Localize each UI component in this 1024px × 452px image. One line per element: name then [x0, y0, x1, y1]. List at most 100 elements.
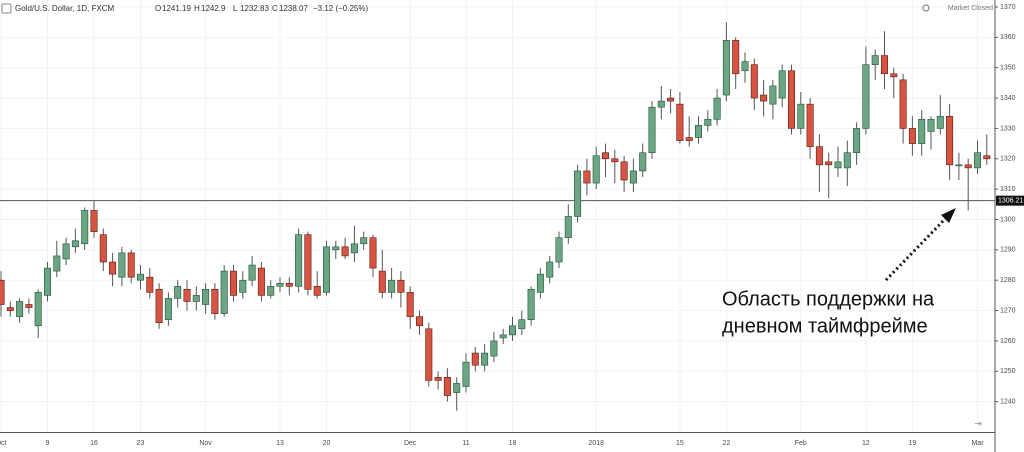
- candle-body: [174, 285, 182, 299]
- candle-body: [908, 128, 916, 144]
- x-tick-label: Nov: [199, 440, 212, 447]
- candle-body: [295, 234, 303, 287]
- candle-body: [155, 289, 163, 324]
- time-axis-bg: [0, 432, 1024, 452]
- candle-body: [629, 170, 637, 184]
- candle-body: [620, 161, 628, 181]
- y-tick-label: 1270: [1000, 307, 1016, 314]
- x-tick-label: 20: [323, 440, 331, 447]
- ohlc-label: H: [194, 4, 200, 13]
- candle-body: [453, 383, 461, 393]
- candle-body: [341, 246, 349, 257]
- x-tick-label: 13: [276, 440, 284, 447]
- x-tick-label: 2018: [588, 440, 604, 447]
- price-label-box: [996, 195, 1024, 206]
- y-tick-label: 1310: [1000, 186, 1016, 193]
- y-tick-label: 1340: [1000, 95, 1016, 102]
- price-axis-bg: [995, 0, 1024, 452]
- y-tick-label: 1320: [1000, 156, 1016, 163]
- arrow-head: [941, 208, 956, 223]
- annotation: Область поддержки на: [722, 288, 935, 310]
- candle-body: [378, 270, 386, 293]
- candles: [0, 22, 991, 411]
- candle-body: [490, 340, 498, 357]
- candle-body: [825, 161, 833, 166]
- candle-body: [239, 279, 247, 293]
- x-tick-label: Feb: [795, 440, 807, 447]
- candle-body: [276, 282, 284, 287]
- candle-body: [0, 279, 5, 305]
- candle-body: [592, 155, 600, 184]
- candle-body: [601, 152, 609, 160]
- price-label: 1306.21: [998, 197, 1023, 204]
- candle-body: [946, 115, 954, 166]
- market-status: Market Closed: [948, 5, 993, 12]
- candle-body: [220, 270, 228, 314]
- candle-body: [202, 289, 210, 305]
- candle-body: [899, 79, 907, 129]
- x-tick-label: 23: [137, 440, 145, 447]
- y-tick-label: 1300: [1000, 216, 1016, 223]
- candle-body: [350, 243, 358, 254]
- x-tick-label: 15: [676, 440, 684, 447]
- candle-body: [304, 234, 312, 290]
- candle-body: [927, 119, 935, 132]
- ohlc-value: 1238.07: [279, 4, 308, 13]
- candle-body: [574, 170, 582, 217]
- x-tick-label: 9: [46, 440, 50, 447]
- candle-body: [53, 255, 61, 272]
- y-tick-label: 1330: [1000, 125, 1016, 132]
- y-tick-label: 1350: [1000, 65, 1016, 72]
- ohlc-label: O: [155, 4, 161, 13]
- candle-body: [964, 164, 972, 169]
- candle-body: [685, 137, 693, 141]
- candle-body: [843, 152, 851, 169]
- candle-body: [778, 70, 786, 99]
- candle-body: [434, 377, 442, 381]
- candle-body: [973, 152, 981, 169]
- candle-body: [62, 243, 70, 260]
- candle-body: [322, 246, 330, 293]
- candle-body: [853, 128, 861, 154]
- candle-body: [834, 161, 842, 169]
- candle-body: [137, 273, 145, 281]
- ohlc-label: L: [233, 4, 238, 13]
- x-tick-label: 18: [509, 440, 517, 447]
- candle-body: [918, 119, 926, 144]
- chart-title: Gold/U.S. Dollar, 1D, FXCM: [15, 4, 114, 13]
- candle-body: [815, 146, 823, 166]
- candle-body: [787, 70, 795, 129]
- y-tick-label: 1360: [1000, 34, 1016, 41]
- candle-body: [462, 361, 470, 387]
- candle-body: [694, 125, 702, 138]
- candle-body: [527, 289, 535, 320]
- candle-body: [267, 285, 275, 296]
- candle-body: [257, 267, 265, 296]
- candle-body: [750, 64, 758, 99]
- candle-body: [499, 334, 507, 339]
- candle-body: [248, 264, 256, 281]
- y-tick-label: 1370: [1000, 4, 1016, 11]
- ohlc-value: 1241.19: [162, 4, 191, 13]
- annotation: дневном таймфрейме: [722, 315, 928, 337]
- scroll-button[interactable]: ⇥: [974, 418, 982, 428]
- candle-body: [34, 292, 42, 327]
- candle-body: [43, 267, 51, 296]
- candle-body: [555, 237, 563, 263]
- candle-body: [90, 210, 98, 232]
- candle-body: [518, 319, 526, 330]
- grid: [0, 0, 995, 432]
- candle-body: [880, 55, 888, 75]
- ohlc-value: 1242.9: [201, 4, 226, 13]
- x-tick-label: 16: [90, 440, 98, 447]
- candle-body: [415, 316, 423, 327]
- candle-body: [81, 210, 89, 245]
- candle-body: [611, 158, 619, 163]
- x-tick-label: Dec: [404, 440, 417, 447]
- candle-body: [741, 61, 749, 72]
- candle-body: [797, 103, 805, 129]
- y-tick-label: 1250: [1000, 368, 1016, 375]
- candle-body: [332, 246, 340, 251]
